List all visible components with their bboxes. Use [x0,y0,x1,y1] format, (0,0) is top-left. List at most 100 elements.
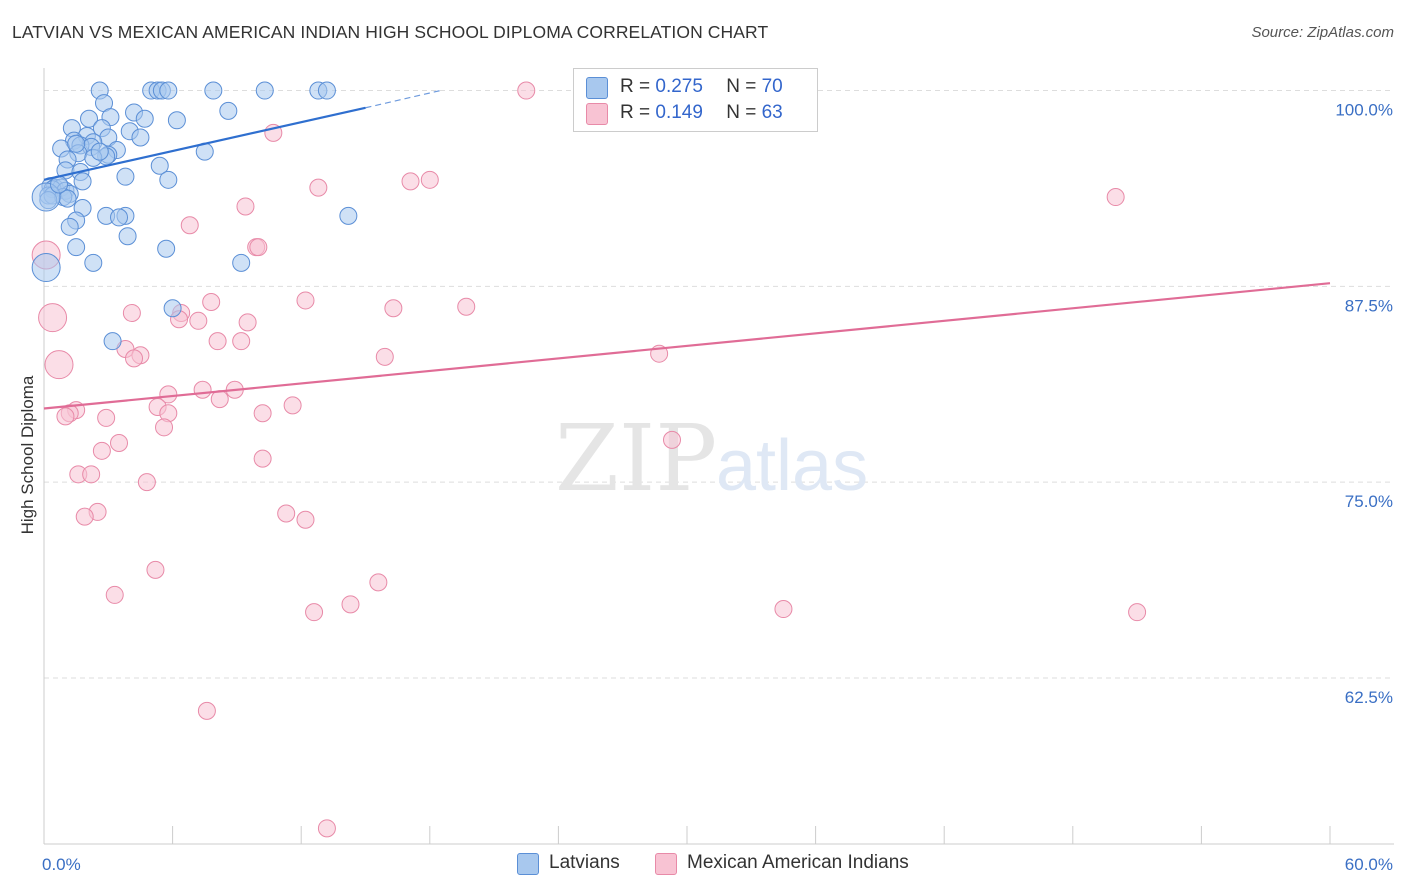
latvian-point [84,253,103,272]
mexican-trend-line [43,282,1331,410]
latvians-swatch [586,77,608,99]
y-tick-label: 87.5% [1345,296,1393,315]
latvian-point [317,81,336,100]
mexican-series [31,81,1147,838]
mexican-point [457,297,476,316]
latvian-point [163,299,182,318]
mexican-r-value: 0.149 [655,102,703,123]
mexican-r-label: R = [620,102,651,123]
latvian-point [67,238,86,257]
latvians-n-label: N = [726,76,757,97]
mexican-point [155,418,174,437]
latvian-point [167,111,186,130]
axes [43,68,1394,845]
mexican-point [56,407,75,426]
mexican-point [369,573,388,592]
latvian-point [204,81,223,100]
x-tick-label: 0.0% [42,855,81,874]
mexican-point [317,819,336,838]
latvian-point [103,332,122,351]
latvian-point [339,206,358,225]
mexican-point [75,507,94,526]
mexican-point [159,385,178,404]
mexican-point [517,81,536,100]
mexican-point [208,332,227,351]
chart-title: LATVIAN VS MEXICAN AMERICAN INDIAN HIGH … [12,22,769,42]
mexican-point [375,347,394,366]
latvians-trend-line [43,106,366,181]
mexican-point [202,293,221,312]
mexican-point [137,473,156,492]
mexican-point [238,313,257,332]
latvian-point [118,227,137,246]
mexican-point [82,465,101,484]
latvian-point [159,81,178,100]
latvian-point [116,167,135,186]
mexican-point [92,441,111,460]
mexican-point [125,349,144,368]
mexican-n-label: N = [726,102,757,123]
mexican-point [341,595,360,614]
trend-lines [43,89,1331,410]
mexican-point [189,311,208,330]
mexican-point [236,197,255,216]
mexican-point [283,396,302,415]
latvians-r-label: R = [620,76,651,97]
mexican-point [253,404,272,423]
latvian-point [159,170,178,189]
latvian-point [219,101,238,120]
tick-labels: 100.0% 87.5% 75.0% 62.5% 0.0% 60.0% [42,101,1393,874]
mexican-point [232,332,251,351]
mexican-point [662,430,681,449]
latvians-n-value: 70 [761,76,783,97]
mexican-point [420,170,439,189]
mexican-point [38,303,68,333]
mexican-point [197,701,216,720]
mexican-point [180,216,199,235]
mexican-point [296,291,315,310]
bottom-latvians-label: Latvians [549,852,620,873]
watermark: ZIP atlas [555,405,868,512]
mexican-point [146,560,165,579]
bottom-mexican-label: Mexican American Indians [687,852,909,873]
y-tick-label: 100.0% [1335,101,1393,120]
latvian-point [73,172,92,191]
mexican-point [401,172,420,191]
mexican-point [1106,188,1125,207]
latvian-point [90,142,109,161]
watermark-zip: ZIP [555,405,717,512]
bottom-latvians-swatch [517,853,539,875]
source-note: Source: ZipAtlas.com [1251,24,1394,41]
latvian-point [110,208,129,227]
mexican-point [384,299,403,318]
latvian-point [31,253,61,283]
x-tick-label: 60.0% [1345,855,1393,874]
mexican-point [774,600,793,619]
mexican-point [122,303,141,322]
mexican-point [193,380,212,399]
mexican-point [305,603,324,622]
y-tick-label: 62.5% [1345,688,1393,707]
mexican-point [44,350,74,380]
mexican-point [1128,603,1147,622]
latvians-trend-extension [365,89,441,109]
latvian-point [150,156,169,175]
mexican-point [253,449,272,468]
mexican-swatch [586,103,608,125]
mexican-n-value: 63 [761,102,783,123]
mexican-point [249,238,268,257]
mexican-point [110,433,129,452]
latvian-point [157,239,176,258]
latvian-point [131,128,150,147]
bottom-mexican-swatch [655,853,677,875]
mexican-point [296,510,315,529]
mexican-point [277,504,296,523]
y-tick-label: 75.0% [1345,492,1393,511]
mexican-point [309,178,328,197]
stats-legend: R = 0.275 N = 70 R = 0.149 N = 63 [573,68,818,132]
latvian-point [232,253,251,272]
watermark-atlas: atlas [716,426,868,506]
latvian-point [60,217,79,236]
latvians-r-value: 0.275 [655,76,703,97]
